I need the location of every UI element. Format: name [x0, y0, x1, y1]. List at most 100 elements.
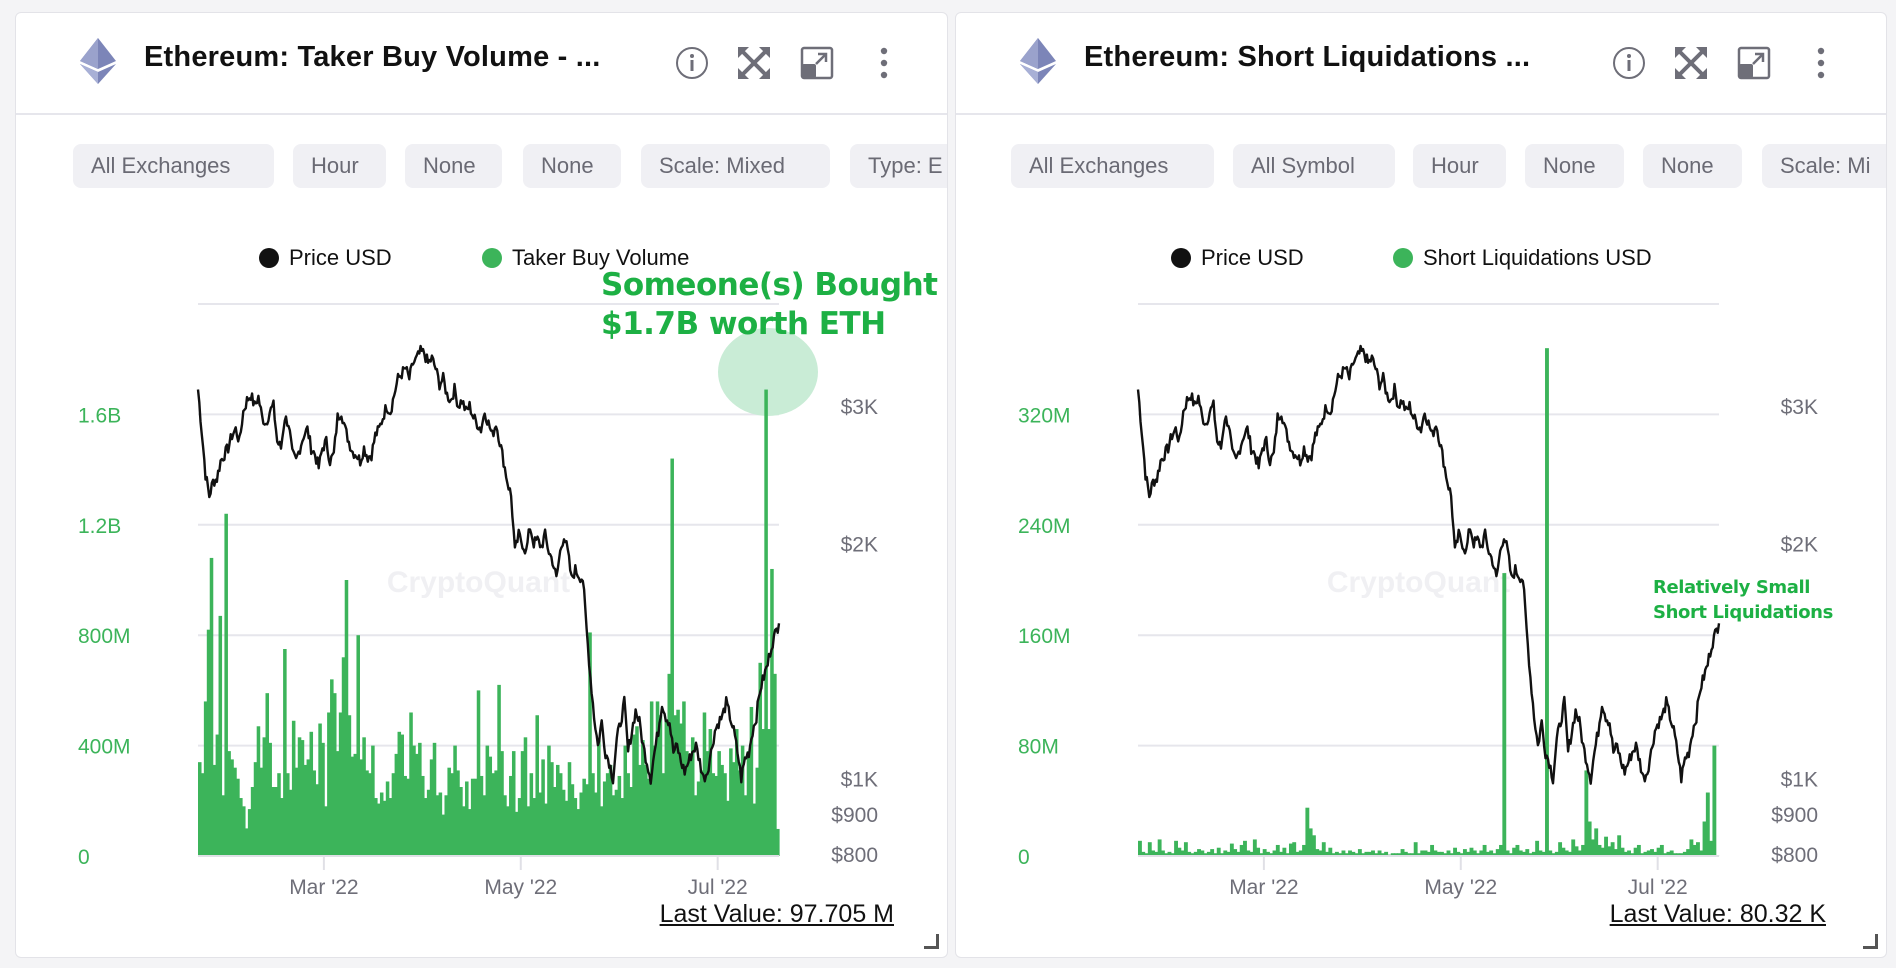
bar: [1298, 850, 1303, 856]
bar: [250, 787, 255, 856]
bar: [268, 742, 272, 856]
bar: [517, 798, 522, 856]
bar: [1692, 844, 1697, 856]
info-icon[interactable]: [674, 45, 710, 81]
x-tick-label: Mar '22: [1229, 876, 1298, 899]
chip-exchange[interactable]: All Exchanges: [73, 144, 274, 188]
chip-exchange[interactable]: All Exchanges: [1011, 144, 1214, 188]
bar: [667, 673, 672, 856]
bar: [661, 773, 666, 856]
bar: [1144, 853, 1149, 856]
bar: [227, 751, 231, 856]
bar: [1259, 853, 1264, 856]
bar: [1243, 840, 1247, 856]
bar: [1613, 849, 1618, 856]
chip-interval[interactable]: Hour: [1413, 144, 1506, 188]
bar: [1167, 851, 1172, 856]
bar: [1213, 853, 1218, 856]
last-value[interactable]: Last Value: 80.32 K: [1609, 900, 1826, 928]
bar: [1423, 850, 1428, 856]
bar: [450, 773, 454, 856]
bar: [470, 778, 475, 856]
chip-type[interactable]: Type: E: [850, 144, 947, 188]
bar: [1528, 853, 1533, 856]
bar: [1170, 853, 1175, 856]
legend-label-price: Price USD: [1201, 245, 1304, 270]
chip-symbol[interactable]: All Symbol: [1233, 144, 1395, 188]
bar: [1216, 847, 1221, 856]
bar: [1449, 853, 1454, 856]
bar: [737, 770, 742, 856]
last-value[interactable]: Last Value: 97.705 M: [659, 900, 894, 928]
bar: [506, 806, 510, 856]
bar: [1699, 850, 1704, 856]
chip-option-2[interactable]: None: [523, 144, 621, 188]
bar: [1328, 847, 1333, 856]
bar: [379, 792, 384, 856]
more-vert-icon[interactable]: [866, 45, 902, 81]
panel-header: Ethereum: Short Liquidations ...: [956, 13, 1886, 115]
bar: [641, 740, 645, 856]
bar: [1390, 853, 1395, 856]
legend-item-liquidations[interactable]: Short Liquidations USD: [1393, 245, 1652, 271]
bar: [746, 751, 751, 856]
chip-option-2[interactable]: None: [1643, 144, 1742, 188]
price-tick-label: $3K: [1781, 396, 1818, 419]
bar: [1151, 850, 1156, 856]
bar: [1223, 850, 1228, 856]
fullscreen-icon[interactable]: [1673, 45, 1709, 81]
bar: [682, 701, 686, 856]
bar: [300, 740, 305, 856]
taker-buy-volume-chart[interactable]: 0 400M 800M 1.2B 1.6B CryptoQuant $800 $900 $1K $…: [16, 13, 948, 958]
bar: [1508, 853, 1513, 856]
legend-item-volume[interactable]: Taker Buy Volume: [482, 245, 689, 271]
bar: [620, 798, 625, 856]
chip-option-1[interactable]: None: [405, 144, 502, 188]
bar: [740, 745, 745, 856]
resize-handle[interactable]: [924, 934, 939, 949]
popout-icon[interactable]: [1736, 45, 1772, 81]
bar: [353, 753, 358, 856]
bar: [1587, 821, 1592, 856]
bar: [244, 828, 249, 856]
bar: [1338, 853, 1343, 856]
short-liquidations-chart[interactable]: 0 80M 160M 240M 320M CryptoQuant $800 $900 $1K $2…: [956, 13, 1887, 958]
bar: [259, 767, 264, 856]
bar: [394, 753, 399, 856]
bar: [1525, 849, 1530, 856]
chip-option-1[interactable]: None: [1525, 144, 1624, 188]
price-tick-label: $1K: [841, 768, 878, 791]
bar: [382, 800, 387, 856]
bar: [221, 795, 225, 856]
bar: [579, 792, 583, 856]
legend-item-price[interactable]: Price USD: [259, 245, 392, 271]
filter-chips: All Exchanges Hour None None Scale: Mixe…: [16, 144, 947, 188]
bar: [274, 787, 278, 856]
chip-scale[interactable]: Scale: Mi: [1762, 144, 1886, 188]
bar: [1190, 853, 1195, 856]
bar: [203, 701, 208, 856]
info-icon[interactable]: [1611, 45, 1647, 81]
chip-interval[interactable]: Hour: [293, 144, 386, 188]
bar: [239, 798, 243, 856]
popout-icon[interactable]: [799, 45, 835, 81]
annotation-line-1: Relatively Small: [1653, 577, 1811, 598]
bar: [397, 731, 402, 856]
bar: [743, 795, 748, 856]
bar: [1141, 851, 1146, 856]
bar: [330, 679, 334, 856]
chip-scale[interactable]: Scale: Mixed: [641, 144, 830, 188]
fullscreen-icon[interactable]: [736, 45, 772, 81]
bar: [1177, 847, 1182, 856]
more-vert-icon[interactable]: [1803, 45, 1839, 81]
bar: [1499, 844, 1503, 856]
bar: [1466, 851, 1471, 856]
resize-handle[interactable]: [1863, 934, 1878, 949]
legend-item-price[interactable]: Price USD: [1171, 245, 1304, 271]
bar: [1292, 842, 1297, 856]
bar: [558, 773, 563, 856]
y-tick-label: 320M: [1018, 404, 1071, 427]
bar: [374, 798, 378, 856]
bar: [485, 745, 490, 856]
bar: [520, 751, 525, 856]
